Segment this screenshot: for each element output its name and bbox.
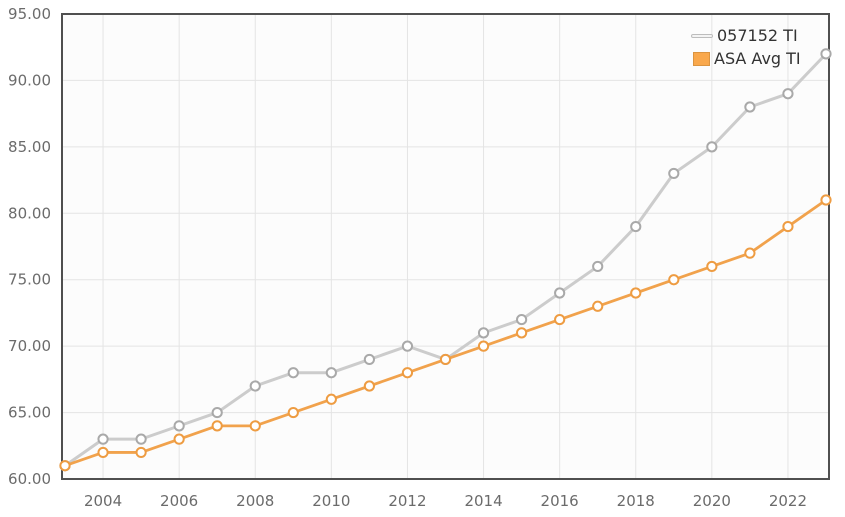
data-point-marker-asa-avg-ti[interactable] <box>630 287 642 299</box>
x-tick-label: 2014 <box>464 492 502 510</box>
data-point-marker-057152-ti[interactable] <box>97 433 109 445</box>
y-tick-label: 70.00 <box>8 337 51 355</box>
data-point-marker-asa-avg-ti[interactable] <box>59 460 71 472</box>
data-point-marker-057152-ti[interactable] <box>287 367 299 379</box>
y-tick-label: 75.00 <box>8 271 51 289</box>
data-point-marker-057152-ti[interactable] <box>173 420 185 432</box>
data-point-marker-asa-avg-ti[interactable] <box>173 433 185 445</box>
data-point-marker-057152-ti[interactable] <box>782 88 794 100</box>
y-tick-label: 95.00 <box>8 5 51 23</box>
horizontal-gridlines <box>62 79 829 414</box>
data-point-marker-057152-ti[interactable] <box>592 260 604 273</box>
y-tick-label: 85.00 <box>8 138 51 156</box>
legend-item-asa-avg-ti[interactable]: ASA Avg TI <box>691 49 801 69</box>
y-tick-label: 80.00 <box>8 204 51 222</box>
data-point-marker-asa-avg-ti[interactable] <box>439 353 452 366</box>
data-point-marker-057152-ti[interactable] <box>820 48 832 60</box>
data-point-marker-057152-ti[interactable] <box>706 141 718 153</box>
data-point-marker-asa-avg-ti[interactable] <box>363 380 375 392</box>
data-point-marker-057152-ti[interactable] <box>630 220 642 233</box>
data-point-marker-asa-avg-ti[interactable] <box>744 247 756 259</box>
x-axis-labels: 2004 2006 2008 2010 2012 2014 2016 2018 2020 2022 <box>84 492 807 510</box>
data-point-marker-asa-avg-ti[interactable] <box>287 406 299 419</box>
data-point-marker-057152-ti[interactable] <box>668 167 680 180</box>
plot-border <box>61 13 830 480</box>
square-swatch-icon <box>693 52 710 66</box>
data-point-marker-057152-ti[interactable] <box>325 367 337 379</box>
x-tick-label: 2008 <box>236 492 274 510</box>
x-tick-label: 2018 <box>617 492 655 510</box>
data-point-marker-asa-avg-ti[interactable] <box>554 313 566 326</box>
data-point-marker-asa-avg-ti[interactable] <box>820 194 832 206</box>
data-point-marker-057152-ti[interactable] <box>401 340 414 352</box>
x-tick-label: 2012 <box>388 492 426 510</box>
data-point-marker-asa-avg-ti[interactable] <box>668 274 680 286</box>
x-tick-label: 2020 <box>693 492 731 510</box>
data-point-marker-057152-ti[interactable] <box>744 101 756 113</box>
data-point-marker-057152-ti[interactable] <box>135 433 147 445</box>
x-tick-label: 2016 <box>541 492 579 510</box>
data-point-marker-asa-avg-ti[interactable] <box>249 420 261 432</box>
x-tick-label: 2022 <box>769 492 807 510</box>
data-point-marker-057152-ti[interactable] <box>363 353 375 366</box>
data-point-marker-asa-avg-ti[interactable] <box>782 220 794 233</box>
data-point-marker-057152-ti[interactable] <box>516 313 528 326</box>
legend-label: ASA Avg TI <box>714 49 801 68</box>
y-tick-label: 65.00 <box>8 404 51 422</box>
data-point-marker-057152-ti[interactable] <box>211 406 223 419</box>
y-tick-label: 60.00 <box>8 470 51 488</box>
legend: 057152 TI ASA Avg TI <box>691 26 801 69</box>
data-point-marker-asa-avg-ti[interactable] <box>592 300 604 312</box>
x-tick-label: 2004 <box>84 492 122 510</box>
data-point-marker-asa-avg-ti[interactable] <box>325 393 337 405</box>
data-point-marker-asa-avg-ti[interactable] <box>97 446 109 459</box>
x-tick-label: 2006 <box>160 492 198 510</box>
data-point-marker-asa-avg-ti[interactable] <box>706 260 718 273</box>
y-tick-label: 90.00 <box>8 71 51 89</box>
data-point-marker-asa-avg-ti[interactable] <box>135 446 147 459</box>
data-point-marker-057152-ti[interactable] <box>249 380 261 392</box>
legend-label: 057152 TI <box>717 26 798 45</box>
plot-area <box>62 14 829 479</box>
data-point-marker-057152-ti[interactable] <box>554 287 566 299</box>
data-point-marker-asa-avg-ti[interactable] <box>211 420 223 432</box>
legend-item-057152-ti[interactable]: 057152 TI <box>691 26 801 46</box>
data-point-marker-057152-ti[interactable] <box>477 327 490 339</box>
x-tick-label: 2010 <box>312 492 350 510</box>
data-point-marker-asa-avg-ti[interactable] <box>401 367 414 379</box>
line-swatch-icon <box>691 34 713 38</box>
series-asa-avg-ti <box>59 194 832 472</box>
data-point-marker-asa-avg-ti[interactable] <box>516 327 528 339</box>
y-axis-labels: 60.00 65.00 70.00 75.00 80.00 85.00 90.00 95.00 <box>8 5 51 488</box>
data-point-marker-asa-avg-ti[interactable] <box>477 340 490 352</box>
